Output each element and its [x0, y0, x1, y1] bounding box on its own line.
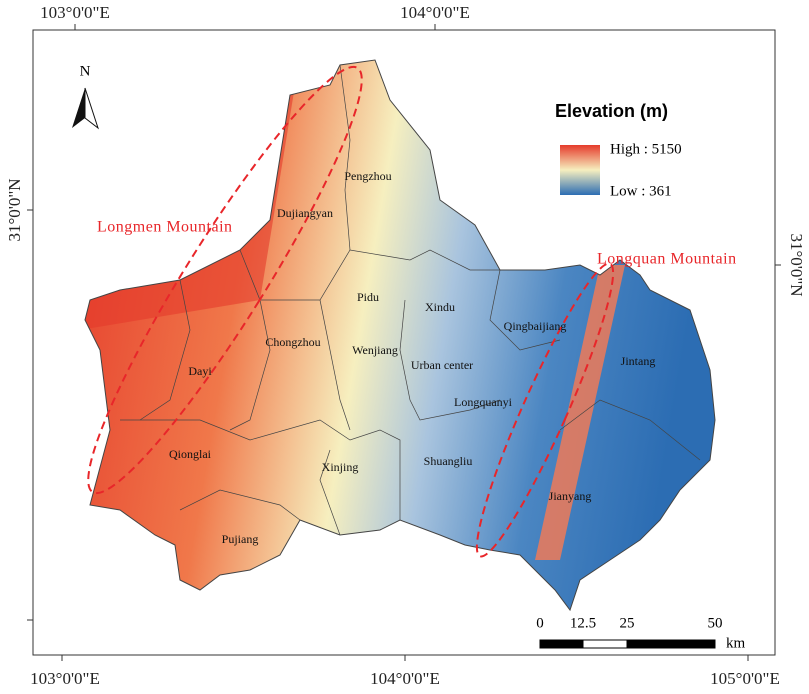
coord-label: 31°0'0"N: [787, 233, 806, 296]
north-label: N: [80, 63, 91, 79]
district-label: Shuangliu: [424, 454, 473, 468]
district-label: Wenjiang: [352, 343, 398, 357]
scale-label: 12.5: [570, 615, 596, 631]
scale-label: 25: [620, 615, 635, 631]
legend-low: Low : 361: [610, 183, 672, 199]
longquan-outline: [475, 262, 615, 558]
district-label: Pengzhou: [344, 169, 391, 183]
mountain-label: Longmen Mountain: [97, 219, 233, 236]
district-label: Jintang: [621, 354, 656, 368]
scale-bar: [539, 639, 716, 649]
district-label: Longquanyi: [454, 395, 513, 409]
district-label: Qingbaijiang: [504, 319, 567, 333]
elevation-surface: [85, 60, 715, 610]
scale-label: 50: [708, 615, 723, 631]
scale-unit: km: [726, 635, 746, 651]
legend-ramp: [560, 145, 600, 195]
north-arrow: [72, 87, 99, 130]
district-label: Pujiang: [222, 532, 259, 546]
district-label: Xinjing: [322, 460, 359, 474]
district-label: Qionglai: [169, 447, 212, 461]
ticks: [27, 24, 781, 661]
legend-high: High : 5150: [610, 141, 682, 157]
longmen-outline: [87, 65, 363, 495]
coord-label: 103°0'0"E: [30, 669, 100, 688]
scale-label: 0: [536, 615, 544, 631]
legend-title: Elevation (m): [555, 101, 668, 121]
coord-label: 103°0'0"E: [40, 3, 110, 22]
district-label: Jianyang: [549, 489, 592, 503]
district-label: Dujiangyan: [277, 206, 333, 220]
district-label: Urban center: [411, 358, 473, 372]
frame: [32, 29, 776, 656]
outline: [84, 59, 716, 612]
district-label: Chongzhou: [265, 335, 320, 349]
district-label: Xindu: [425, 300, 455, 314]
coord-label: 104°0'0"E: [370, 669, 440, 688]
mountain-label: Longquan Mountain: [597, 251, 737, 268]
district-label: Dayi: [188, 364, 212, 378]
district-labels: Pengzhou Dujiangyan Pidu Xindu Qingbaijiang C…: [169, 169, 655, 546]
district-borders: [120, 64, 701, 536]
coord-label: 31°0'0"N: [5, 178, 24, 241]
coord-label: 104°0'0"E: [400, 3, 470, 22]
coord-label: 105°0'0"E: [710, 669, 780, 688]
district-label: Pidu: [357, 290, 379, 304]
